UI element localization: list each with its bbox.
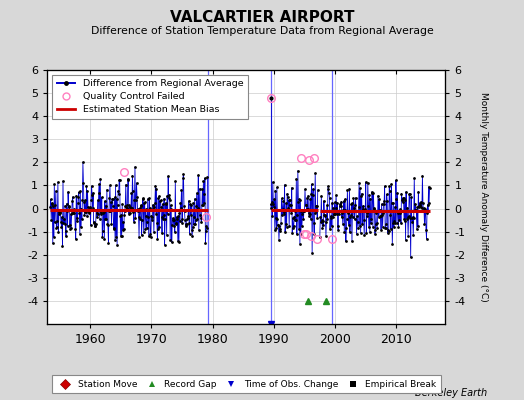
Text: VALCARTIER AIRPORT: VALCARTIER AIRPORT [170,10,354,25]
Y-axis label: Monthly Temperature Anomaly Difference (°C): Monthly Temperature Anomaly Difference (… [479,92,488,302]
Text: Berkeley Earth: Berkeley Earth [415,388,487,398]
Text: Difference of Station Temperature Data from Regional Average: Difference of Station Temperature Data f… [91,26,433,36]
Legend: Station Move, Record Gap, Time of Obs. Change, Empirical Break: Station Move, Record Gap, Time of Obs. C… [51,376,441,394]
Legend: Difference from Regional Average, Quality Control Failed, Estimated Station Mean: Difference from Regional Average, Qualit… [52,75,248,119]
